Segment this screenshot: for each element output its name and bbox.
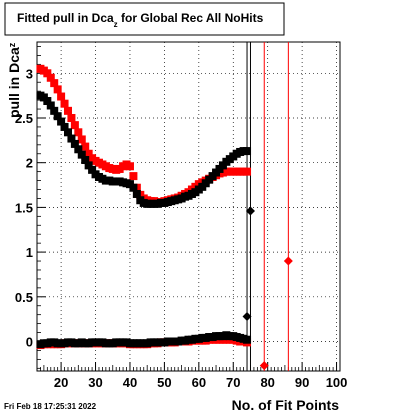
data-point	[77, 135, 86, 144]
data-point	[74, 145, 83, 154]
data-point	[132, 189, 141, 198]
plot-frame	[36, 41, 341, 372]
x-tick-label: 90	[295, 375, 309, 390]
data-point	[60, 99, 69, 108]
x-tick-label: 20	[54, 375, 68, 390]
x-tick-labels: 20 30 40 50 60 70 80 90 100	[54, 375, 348, 390]
data-point	[74, 128, 83, 137]
y-tick-label: 0.5	[15, 290, 33, 305]
data-point	[129, 172, 138, 181]
x-tick-label: 50	[157, 375, 171, 390]
data-point	[243, 147, 252, 156]
data-point	[67, 134, 76, 143]
data-point	[53, 112, 62, 121]
data-point	[84, 161, 93, 170]
data-point	[63, 128, 72, 137]
y-tick-label: 1	[26, 245, 33, 260]
data-point	[243, 335, 252, 344]
x-tick-label: 70	[226, 375, 240, 390]
title-box-border	[4, 2, 285, 36]
data-point	[70, 139, 79, 148]
chart-title: Fitted pull in Dcaz for Global Rec All N…	[17, 11, 264, 29]
data-point	[129, 183, 138, 192]
x-axis-title: No. of Fit Points	[232, 397, 340, 413]
y-tick-label: 2	[26, 156, 33, 171]
data-point	[125, 162, 134, 171]
data-point	[77, 150, 86, 159]
data-point	[57, 92, 66, 101]
x-tick-label: 40	[123, 375, 137, 390]
isolated-data-point	[245, 206, 255, 216]
x-tick-label: 80	[260, 375, 274, 390]
data-point	[43, 97, 52, 106]
x-tick-label: 30	[88, 375, 102, 390]
x-tick-label: 100	[326, 375, 348, 390]
y-tick-label: 2.5	[15, 111, 33, 126]
grid	[37, 42, 340, 371]
y-tick-labels: 0 0.5 1 1.5 2 2.5 3	[15, 66, 33, 349]
data-markers	[36, 64, 293, 371]
data-point	[57, 117, 66, 126]
data-point	[60, 122, 69, 131]
data-point	[50, 106, 59, 115]
y-axis-title: pull in Dcaz	[6, 42, 22, 118]
data-point	[63, 106, 72, 115]
x-tick-label: 60	[192, 375, 206, 390]
data-point	[46, 101, 55, 110]
isolated-data-point	[259, 361, 269, 371]
y-tick-label: 1.5	[15, 200, 33, 215]
data-point	[243, 167, 252, 176]
isolated-data-point	[283, 256, 293, 266]
data-point	[70, 121, 79, 130]
data-point	[81, 142, 90, 151]
data-point	[46, 73, 55, 82]
data-point	[43, 69, 52, 78]
data-point	[53, 85, 62, 94]
data-point	[81, 156, 90, 165]
data-point	[67, 113, 76, 122]
y-tick-label: 3	[26, 66, 33, 81]
timestamp-label: Fri Feb 18 17:25:31 2022	[4, 402, 97, 411]
data-point	[50, 79, 59, 88]
y-tick-label: 0	[26, 334, 33, 349]
isolated-data-point	[242, 311, 252, 321]
chart-title-box: Fitted pull in Dcaz for Global Rec All N…	[4, 2, 285, 36]
data-point	[88, 165, 97, 174]
data-point	[84, 149, 93, 158]
